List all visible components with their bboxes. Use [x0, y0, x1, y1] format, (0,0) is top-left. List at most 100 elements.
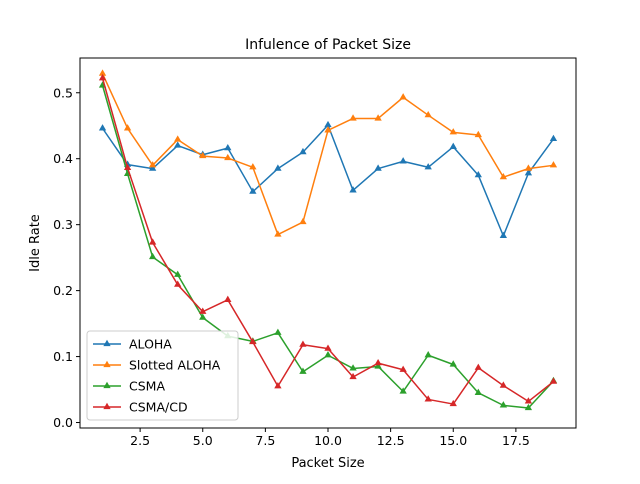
x-tick-label: 10.0 — [314, 433, 342, 448]
data-point — [524, 397, 533, 404]
y-tick-label: 0.3 — [53, 217, 73, 232]
data-point — [549, 377, 558, 384]
legend-frame — [86, 330, 239, 421]
data-point — [474, 170, 482, 178]
data-point — [374, 358, 382, 366]
data-point — [299, 147, 307, 155]
data-point — [399, 387, 407, 394]
data-point — [199, 313, 207, 320]
legend-label: Slotted ALOHA — [129, 358, 221, 373]
data-point — [274, 164, 282, 171]
data-point — [274, 230, 282, 237]
data-point — [224, 153, 232, 161]
data-point — [148, 164, 157, 171]
data-point — [449, 399, 457, 407]
data-point — [449, 360, 457, 367]
data-point — [199, 151, 207, 159]
data-point — [98, 124, 107, 131]
data-point — [148, 161, 157, 168]
legend-entry: Slotted ALOHA — [93, 358, 221, 373]
plot-layer — [98, 69, 558, 411]
data-point — [123, 163, 132, 171]
data-point — [199, 307, 207, 314]
data-point — [299, 217, 307, 225]
data-point — [349, 364, 357, 371]
legend-label: CSMA — [129, 379, 165, 394]
x-tick-label: 15.0 — [439, 433, 467, 448]
data-point — [249, 337, 257, 345]
data-point — [324, 126, 332, 133]
data-point — [349, 372, 357, 380]
axes-layer: 2.5 5.0 7.5 10.0 12.5 15.0 17.5 0.0 0.1 0.2 0.3 0.4… — [53, 85, 530, 448]
data-point — [249, 187, 257, 194]
data-point — [424, 163, 432, 170]
data-point — [424, 351, 432, 358]
x-tick-label: 12.5 — [377, 433, 405, 448]
data-point — [449, 142, 457, 149]
data-point — [399, 157, 407, 164]
legend-marker — [103, 339, 111, 347]
data-point — [374, 362, 382, 369]
data-point — [474, 363, 482, 370]
data-point — [299, 340, 307, 347]
data-point — [174, 280, 182, 287]
data-point — [324, 344, 332, 351]
data-point — [424, 395, 432, 402]
legend-marker — [103, 402, 111, 410]
data-point — [299, 367, 307, 374]
legend-entry: CSMA — [93, 379, 165, 394]
data-point — [174, 135, 182, 142]
data-point — [499, 401, 508, 408]
y-tick-label: 0.5 — [53, 85, 73, 100]
series-3 — [98, 74, 558, 407]
data-point — [274, 328, 282, 335]
legend-entry: CSMA/CD — [93, 400, 188, 415]
legend: ALOHA Slotted ALOHA CSMA CSMA/CD — [86, 330, 239, 421]
data-point — [98, 74, 107, 81]
data-point — [374, 114, 382, 121]
data-point — [349, 114, 357, 121]
data-point — [274, 382, 282, 389]
data-point — [424, 110, 432, 118]
data-point — [499, 172, 508, 180]
y-tick-label: 0.2 — [53, 283, 73, 298]
x-axis-label: Packet Size — [291, 456, 364, 471]
legend-label: ALOHA — [129, 337, 172, 352]
data-point — [98, 69, 107, 76]
data-point — [148, 238, 157, 245]
data-point — [524, 164, 533, 171]
data-point — [399, 93, 407, 100]
legend-marker — [103, 360, 111, 368]
data-point — [324, 120, 332, 128]
x-tick-label: 7.5 — [255, 433, 275, 448]
y-tick-label: 0.0 — [53, 415, 73, 430]
y-axis-label: Idle Rate — [28, 214, 43, 272]
data-point — [399, 365, 407, 372]
chart-title: Infulence of Packet Size — [245, 37, 411, 53]
legend-entry: ALOHA — [93, 337, 172, 352]
legend-marker — [103, 381, 111, 389]
series-0 — [98, 120, 558, 238]
data-point — [148, 252, 157, 260]
data-point — [224, 143, 232, 151]
data-point — [549, 134, 558, 142]
x-tick-label: 17.5 — [502, 433, 530, 448]
data-point — [474, 388, 482, 395]
data-point — [174, 141, 182, 148]
data-point — [524, 169, 533, 176]
legend-label: CSMA/CD — [129, 400, 188, 415]
x-tick-label: 5.0 — [193, 433, 213, 448]
data-point — [123, 124, 132, 131]
data-point — [324, 351, 332, 358]
y-tick-label: 0.1 — [53, 349, 73, 364]
series-1 — [98, 69, 558, 237]
data-point — [374, 164, 382, 171]
data-point — [449, 128, 457, 135]
y-tick-label: 0.4 — [53, 151, 73, 166]
data-point — [499, 231, 508, 238]
data-point — [174, 270, 182, 277]
data-point — [249, 163, 257, 170]
data-point — [224, 295, 232, 302]
